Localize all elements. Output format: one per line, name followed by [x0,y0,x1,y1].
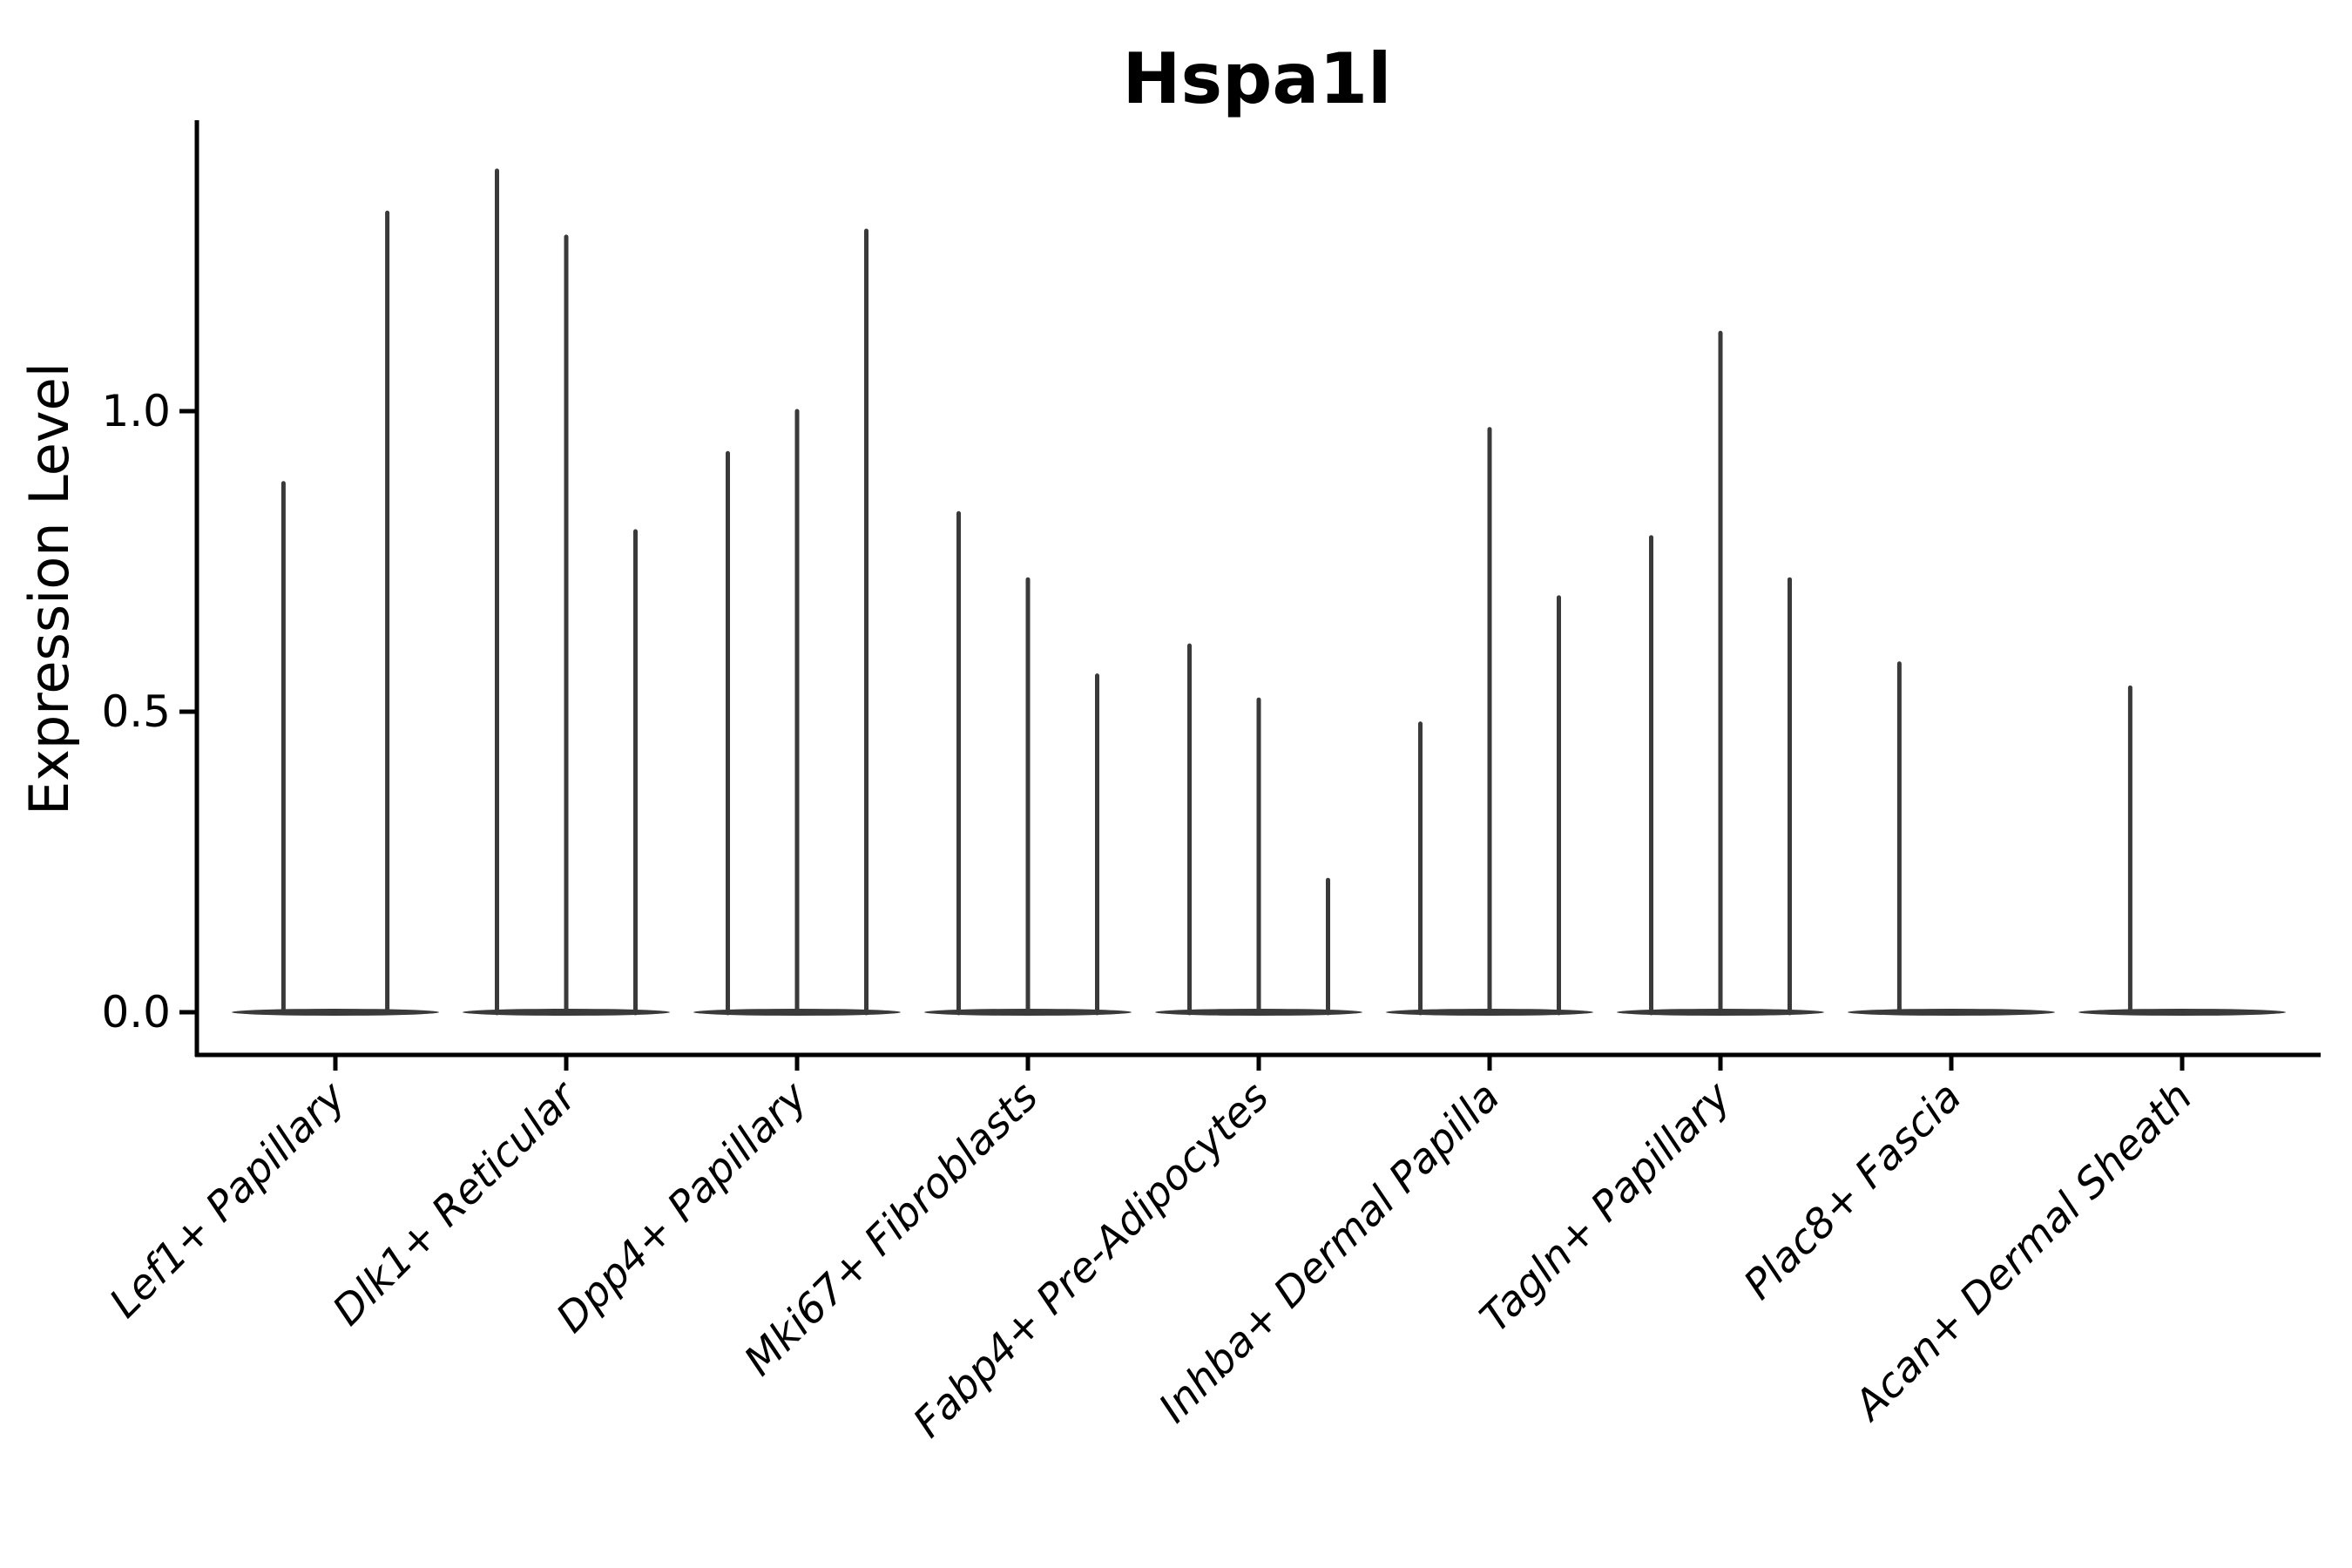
y-axis-label: Expression Level [17,362,81,815]
x-tick-label: Tagln+ Papillary [1471,1072,1741,1342]
violin-layer [232,168,2286,1016]
x-tick-label: Dpp4+ Papillary [547,1072,817,1342]
violin-baseline [232,1009,439,1016]
y-tick-label-2: 1.0 [101,386,171,436]
x-tick-label: Plac8+ Fascia [1734,1073,1970,1309]
x-tick-label: Dlk1+ Reticular [324,1071,588,1335]
y-tick-label-0: 0.0 [101,987,171,1037]
y-tick-label-1: 0.5 [101,686,171,737]
violin-baseline [2078,1009,2286,1016]
x-tick-label: Lef1+ Papillary [100,1072,355,1328]
violin-baseline [1848,1009,2055,1016]
plot-title: Hspa1l [1123,38,1392,119]
x-tick-layer [333,1055,2185,1071]
